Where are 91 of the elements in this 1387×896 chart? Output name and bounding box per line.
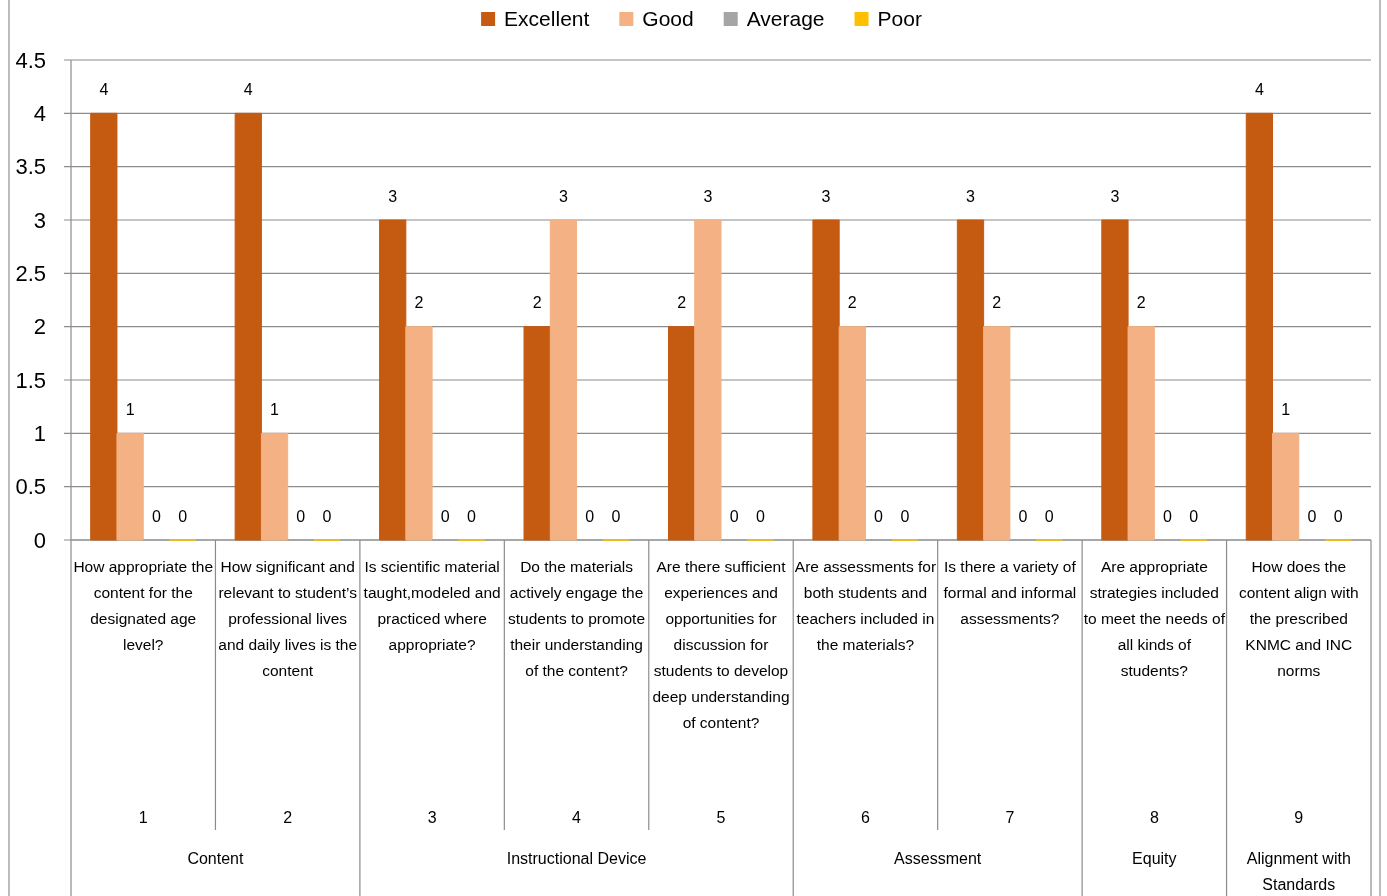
data-label: 3 [703,187,713,205]
data-label: 4 [99,80,109,98]
bar [694,219,722,541]
data-label: 3 [821,187,831,205]
data-label: 0 [440,507,450,525]
y-tick-label: 4.5 [15,47,46,73]
bar [983,326,1011,541]
data-label: 0 [1163,507,1173,525]
data-label: 0 [296,507,306,525]
text: Assessment [894,849,982,867]
text: 3 [427,808,437,826]
bar [667,326,696,541]
text: 8 [1149,808,1159,826]
data-label: 0 [755,507,765,525]
data-label: 0 [729,507,739,525]
bar [405,326,433,541]
text: 7 [1005,808,1015,826]
x-tick-label: How does the content align with the prescribed KNMC and INC norms [1238,558,1359,680]
data-label: 0 [1307,507,1317,525]
bar [234,112,262,541]
text: Alignment with Standards [1246,849,1351,893]
x-tick-label: Is scientific material taught,modeled and practiced where appropriate? [363,558,501,654]
text: Instructional Device [506,849,647,867]
data-label: 1 [125,400,135,418]
x-tick-label: Are assessments for both students and teachers included in the materials? [794,558,937,654]
bar [1101,219,1129,541]
y-tick-label: 2.5 [15,261,46,287]
data-label: 3 [558,187,568,205]
data-label: 0 [874,507,884,525]
data-label: 1 [1281,400,1291,418]
data-label: 2 [677,294,687,312]
y-tick-label: 0 [33,527,46,553]
text: Content [187,849,245,867]
bar [1272,432,1300,541]
data-label: 4 [243,80,253,98]
bar [90,112,118,541]
data-label: 0 [611,507,621,525]
data-label: 2 [992,294,1002,312]
x-tick-label: Is there a variety of formal and informal assessments? [943,558,1077,628]
bar [116,432,144,541]
text: 2 [283,808,293,826]
bar [549,219,578,541]
data-label: 2 [847,294,857,312]
legend-label: Poor [877,7,922,31]
data-label: 1 [270,400,280,418]
data-label: 0 [1333,507,1343,525]
bar [956,219,985,541]
data-label: 0 [900,507,910,525]
data-label: 2 [1136,294,1146,312]
y-tick-label: 4 [33,101,46,127]
data-label: 3 [388,187,398,205]
y-tick-label: 1 [33,421,46,447]
bar [379,219,407,541]
text: Equity [1132,849,1177,867]
text: 5 [716,808,726,826]
data-label: 0 [1018,507,1028,525]
y-tick-label: 3.5 [15,154,46,180]
bar [838,326,866,541]
bar [812,219,840,541]
data-label: 0 [322,507,332,525]
y-tick-label: 2 [33,314,46,340]
data-label: 4 [1254,80,1264,98]
y-tick-label: 0.5 [15,474,46,500]
data-label: 0 [585,507,595,525]
x-tick-label: How significant and relevant to student’s professional lives and daily lives is the content [218,558,358,680]
data-label: 2 [532,294,542,312]
text: 1 [138,808,148,826]
x-tick-label: Do the materials actively engage the students to promote their understanding of the content? [508,558,646,680]
text: 9 [1294,808,1304,826]
data-label: 0 [1044,507,1054,525]
data-label: 0 [151,507,161,525]
data-label: 0 [178,507,188,525]
data-label: 0 [467,507,477,525]
y-tick-label: 3 [33,207,46,233]
data-label: 3 [966,187,976,205]
legend-label: Average [746,7,825,31]
y-tick-label: 1.5 [15,367,46,393]
bar [260,432,289,541]
bar [523,326,551,541]
data-label: 2 [414,294,424,312]
text: 4 [572,808,582,826]
legend-label: Good [642,7,694,31]
legend-label: Excellent [504,7,590,31]
x-tick-label: Are there sufficient experiences and opportunities for discussion for students to develop deep understanding of content? [652,558,790,732]
x-tick-label: Are appropriate strategies included to meet the needs of all kinds of students? [1083,558,1226,680]
bar [1245,112,1274,541]
x-tick-label: How appropriate the content for the designated age level? [73,558,214,654]
text: 6 [860,808,870,826]
data-label: 3 [1110,187,1120,205]
data-label: 0 [1189,507,1199,525]
bar [1127,326,1155,541]
